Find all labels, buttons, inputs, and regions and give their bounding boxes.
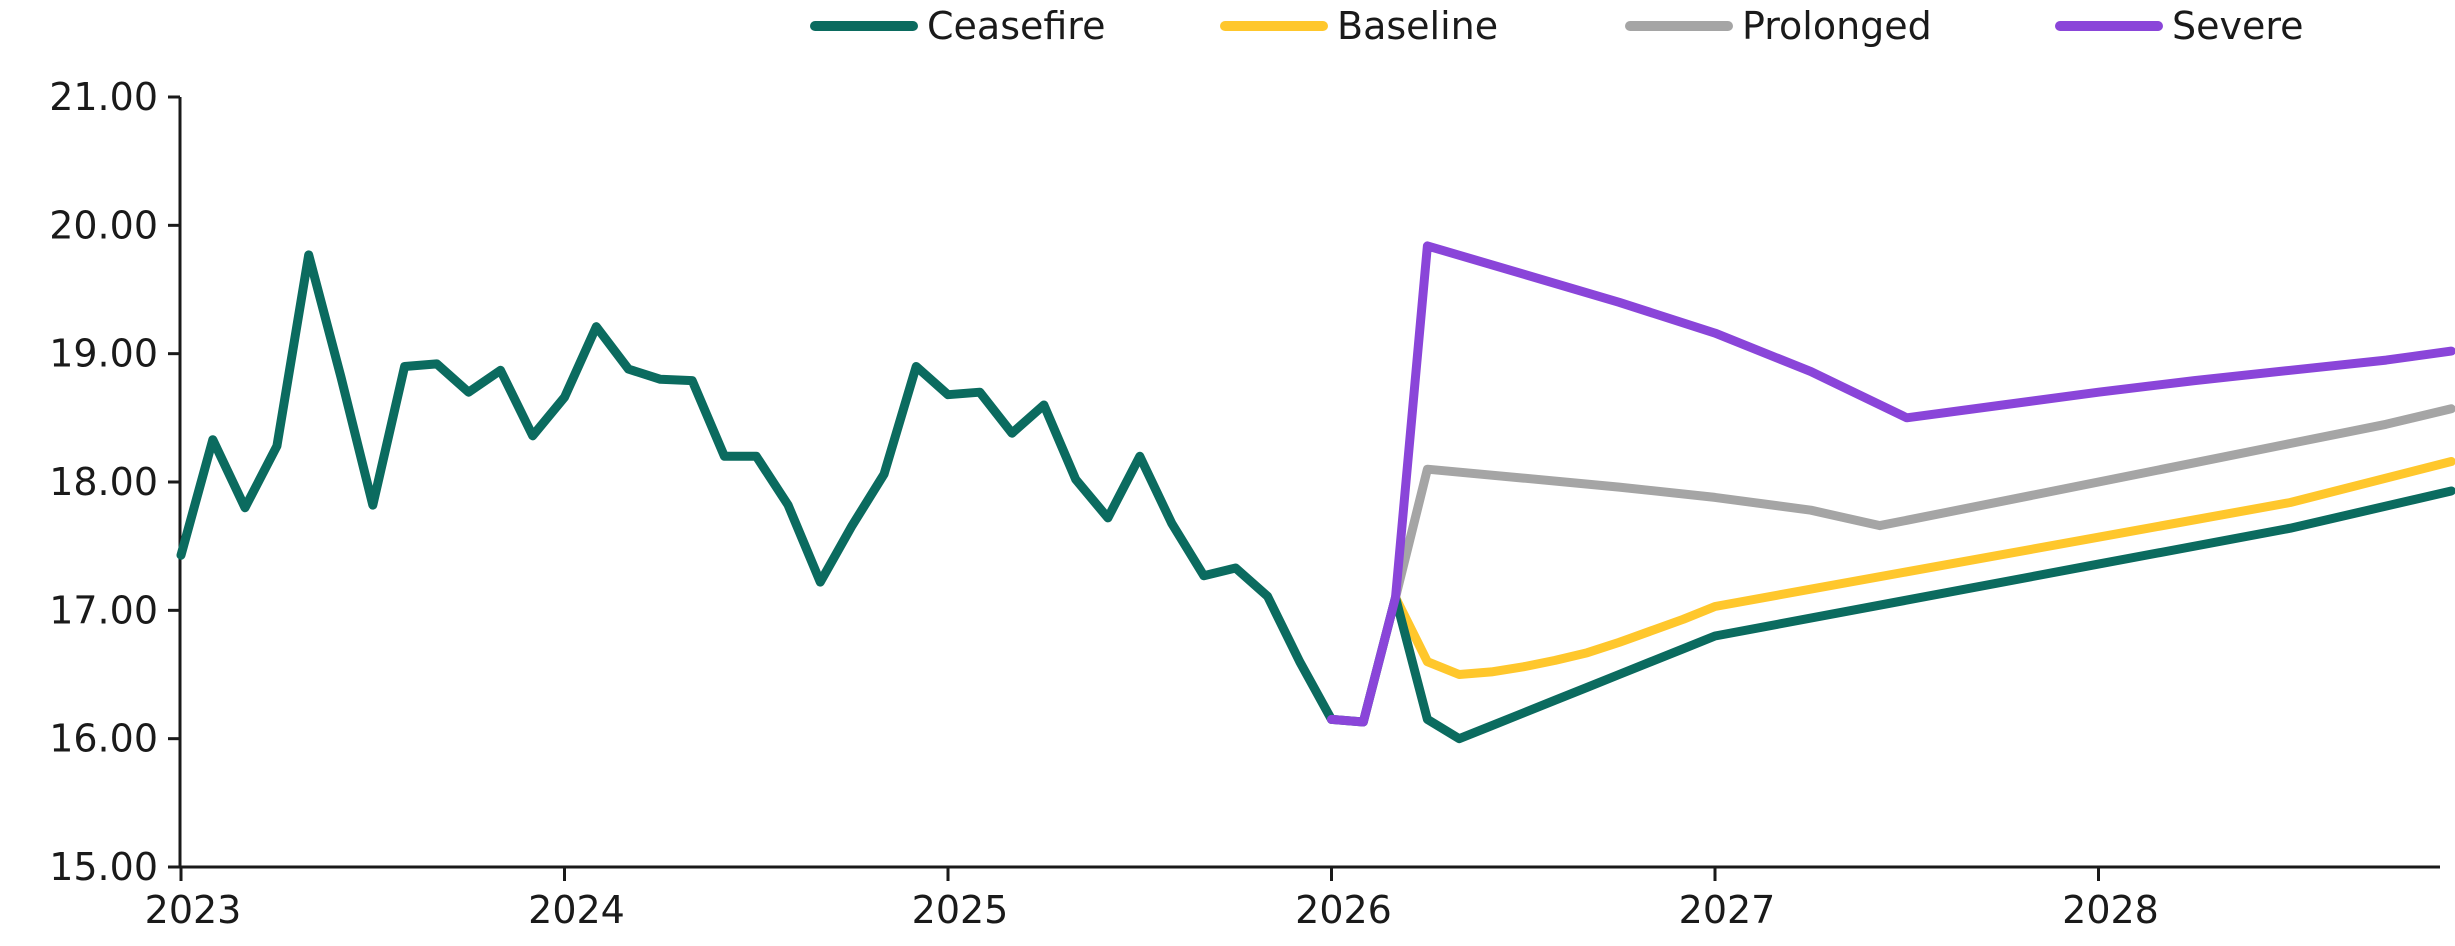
series-line-ceasefire <box>176 250 2455 744</box>
legend-item-prolonged: Prolonged <box>1625 4 1932 48</box>
x-tick-label: 2026 <box>1295 888 1392 932</box>
y-tick-label: 17.00 <box>49 588 158 632</box>
y-tick-label: 19.00 <box>49 332 158 376</box>
legend: Ceasefire Baseline Prolonged Severe <box>810 4 2304 48</box>
x-axis: 2023 2024 2025 2026 2027 2028 <box>145 865 2440 932</box>
y-axis: 15.00 16.00 17.00 18.00 19.00 20.00 21.00 <box>49 75 182 889</box>
y-tick-label: 20.00 <box>49 203 158 247</box>
x-tick-label: 2023 <box>145 888 242 932</box>
x-tick-label: 2027 <box>1679 888 1776 932</box>
legend-label: Baseline <box>1337 4 1498 48</box>
legend-label: Prolonged <box>1742 4 1932 48</box>
x-tick-label: 2028 <box>2062 888 2159 932</box>
series-line-baseline <box>1391 457 2455 679</box>
x-tick-label: 2024 <box>528 888 625 932</box>
legend-item-severe: Severe <box>2055 4 2304 48</box>
y-tick-label: 18.00 <box>49 460 158 504</box>
y-tick-label: 15.00 <box>49 845 158 889</box>
legend-label: Severe <box>2172 4 2304 48</box>
x-tick-label: 2025 <box>912 888 1009 932</box>
y-tick-label: 21.00 <box>49 75 158 119</box>
series-line-severe <box>1327 241 2455 727</box>
legend-item-baseline: Baseline <box>1220 4 1498 48</box>
y-tick-label: 16.00 <box>49 717 158 761</box>
series-line-prolonged <box>1391 404 2455 602</box>
legend-item-ceasefire: Ceasefire <box>810 4 1105 48</box>
plot-area <box>176 241 2455 744</box>
legend-label: Ceasefire <box>927 4 1105 48</box>
